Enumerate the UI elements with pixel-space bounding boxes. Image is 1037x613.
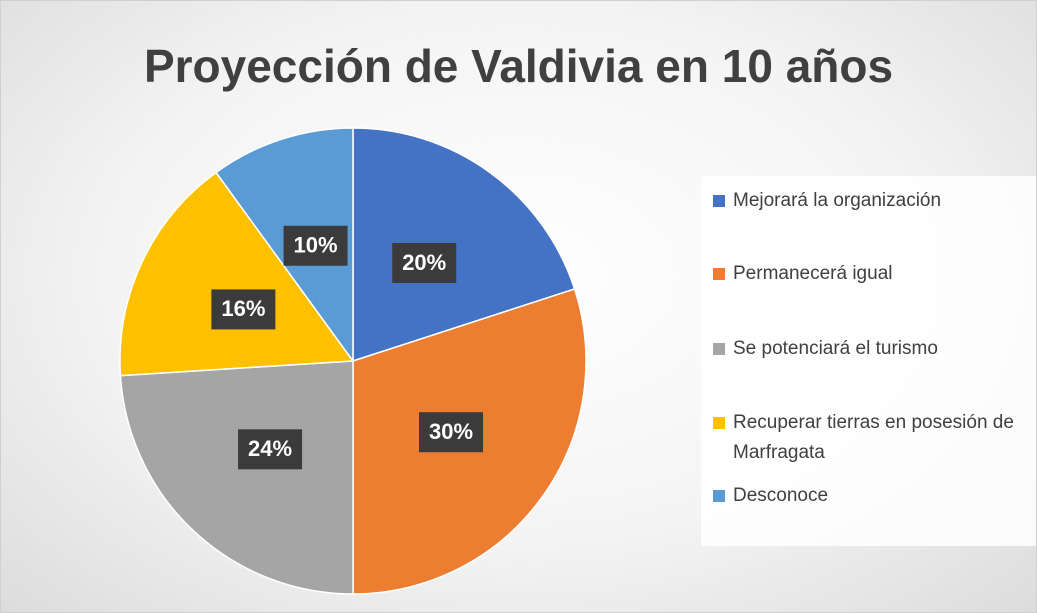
legend-entry: Se potenciará el turismo [713,334,1037,364]
pie-slice [352,127,576,363]
legend-swatch [713,417,725,429]
data-label: 10% [294,233,338,258]
legend-label: Desconoce [733,485,829,506]
data-label-box [392,242,457,283]
data-label: 24% [248,436,292,461]
data-label-box [419,412,484,453]
data-label-box [283,225,348,266]
legend-entry: Recuperar tierras en posesión de Marfrag… [713,408,1037,468]
legend-swatch [713,343,725,355]
pie-slice [119,171,355,377]
legend-swatch [713,268,725,280]
data-label-box [211,289,276,330]
legend-entry: Mejorará la organización [713,186,1037,216]
data-label: 30% [429,419,473,444]
data-label-box [238,429,303,470]
legend-swatch [713,195,725,207]
legend-label: Permanecerá igual [733,263,893,284]
legend-label: Recuperar tierras en posesión de Marfrag… [733,412,1014,463]
chart-title: Proyección de Valdivia en 10 años [143,40,894,92]
data-label: 16% [221,296,265,321]
legend-entry: Permanecerá igual [713,259,1037,289]
legend-entry: Desconoce [713,481,1037,511]
legend-swatch [713,490,725,502]
data-label: 20% [402,250,446,275]
legend: Mejorará la organización Permanecerá igua… [701,176,1036,546]
legend-label: Mejorará la organización [733,190,942,211]
pie-slice [119,360,354,595]
legend-label: Se potenciará el turismo [733,338,938,359]
